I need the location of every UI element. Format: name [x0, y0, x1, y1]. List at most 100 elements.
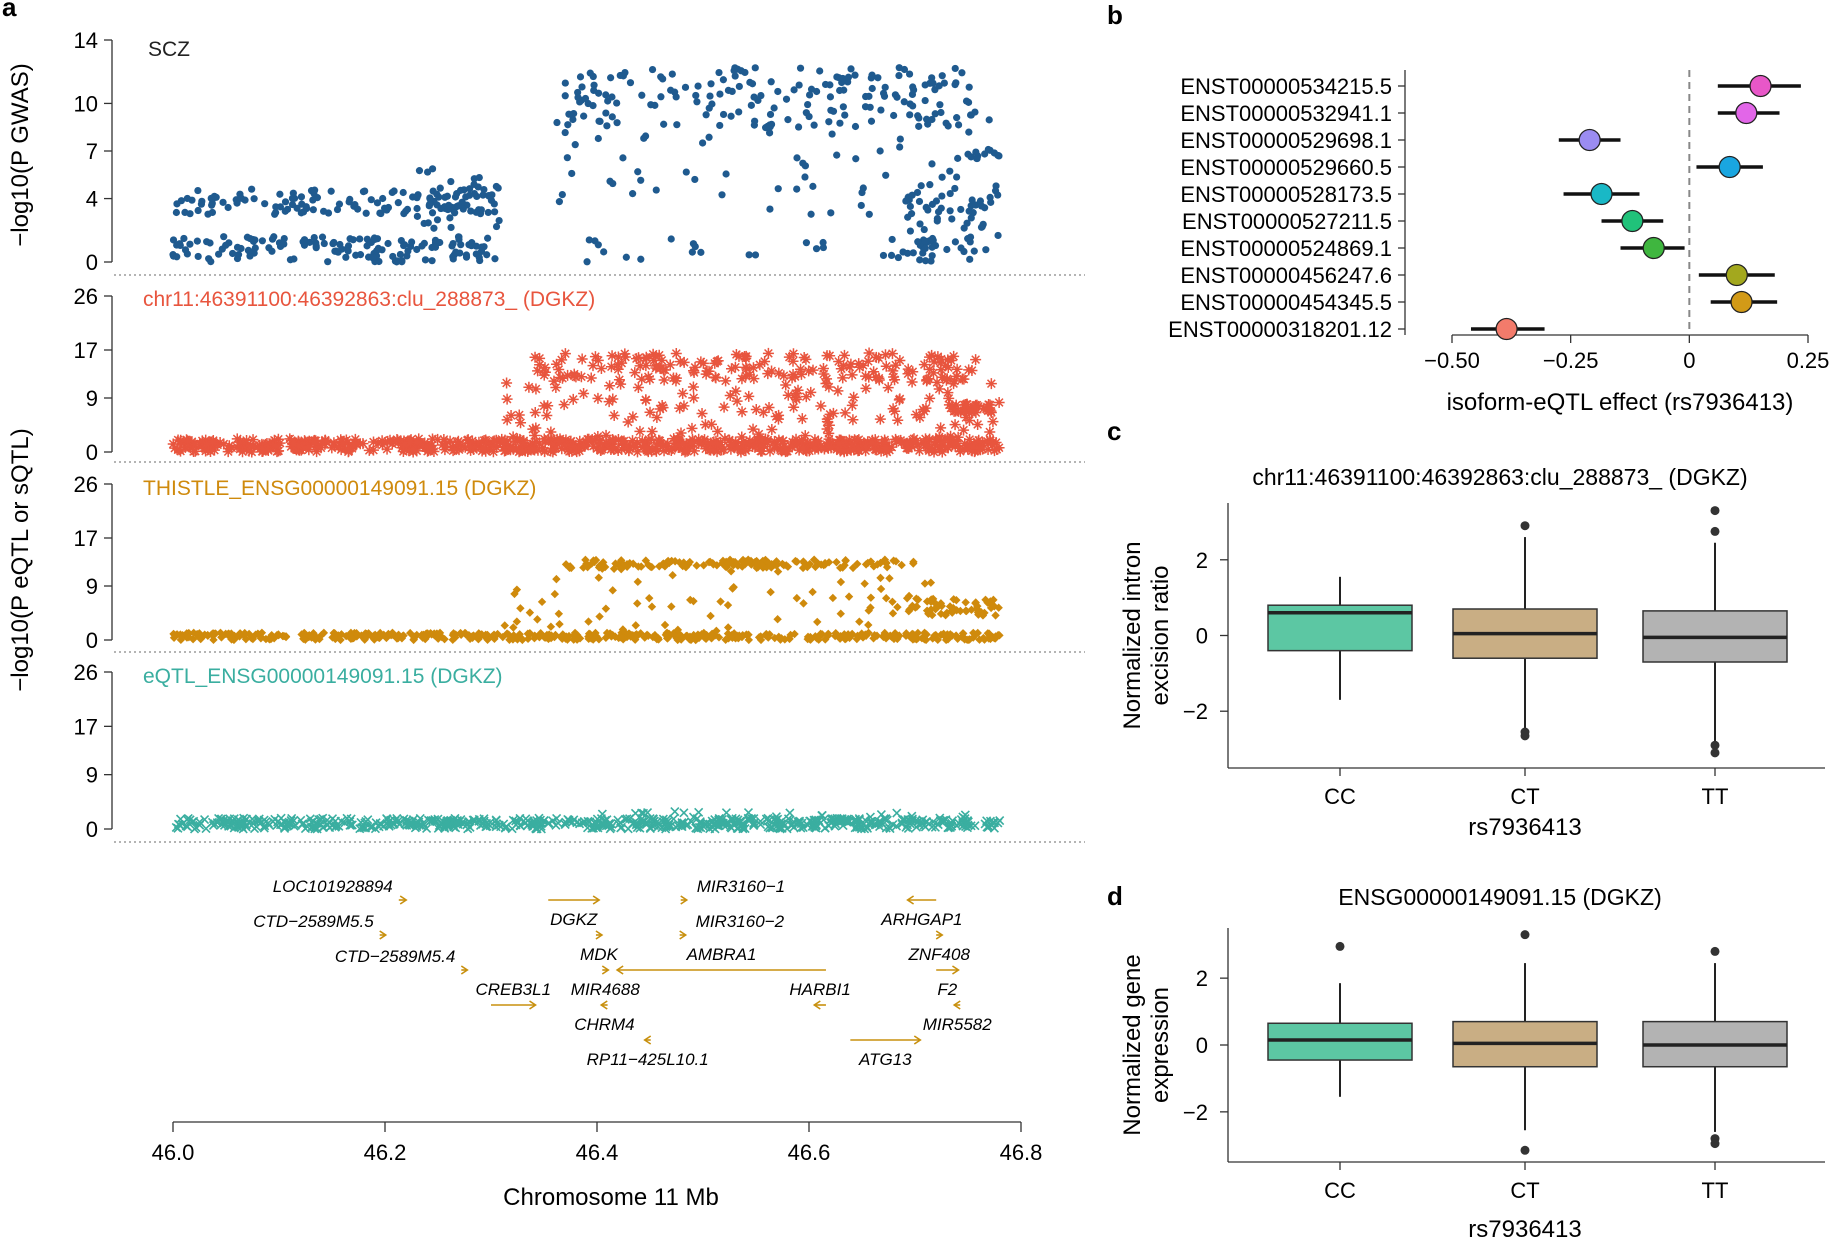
- data-point: [879, 349, 891, 361]
- data-point: [393, 258, 401, 266]
- data-point: [987, 416, 999, 428]
- data-point: [902, 442, 914, 454]
- data-point: [467, 207, 475, 215]
- data-point: [938, 72, 946, 80]
- data-point: [762, 347, 774, 359]
- data-point: [570, 110, 578, 118]
- data-point: [491, 208, 499, 216]
- data-point: [795, 81, 803, 89]
- box-CT: CT: [1452, 521, 1598, 809]
- data-point: [555, 198, 563, 206]
- data-point: [723, 629, 733, 638]
- data-point: [384, 239, 392, 248]
- data-point: [714, 633, 724, 642]
- data-point: [756, 635, 766, 645]
- data-point: [854, 361, 866, 373]
- data-point: [807, 210, 815, 218]
- data-point: [567, 817, 577, 827]
- data-point: [860, 579, 869, 588]
- data-point: [619, 351, 631, 363]
- a-y-axis-title-gwas: −log10(P GWAS): [7, 63, 34, 246]
- data-point: [633, 577, 643, 587]
- data-point: [186, 210, 194, 218]
- data-point: [656, 400, 668, 412]
- data-point: [415, 167, 424, 175]
- data-point: [611, 559, 620, 568]
- a-x-tick-label: 46.2: [364, 1140, 407, 1165]
- data-point: [909, 557, 918, 567]
- data-point: [251, 244, 259, 252]
- data-point: [790, 393, 802, 405]
- data-point: [886, 348, 898, 360]
- effect-point: [1730, 290, 1753, 314]
- data-point: [411, 445, 423, 457]
- data-point: [346, 235, 354, 243]
- data-point: [882, 562, 892, 572]
- data-point: [413, 212, 422, 220]
- data-point: [248, 634, 258, 644]
- gene-label: CHRM4: [574, 1015, 634, 1034]
- data-point: [595, 612, 604, 621]
- data-point: [824, 558, 834, 567]
- gene-strand-arrow: [529, 1000, 537, 1010]
- data-point: [572, 443, 584, 455]
- data-point: [787, 355, 799, 367]
- data-point: [686, 817, 697, 827]
- data-point: [691, 635, 700, 645]
- data-point: [513, 635, 522, 644]
- data-point: [751, 117, 759, 125]
- data-point: [706, 418, 718, 430]
- data-point: [711, 446, 723, 458]
- gene-strand-arrow: [906, 895, 915, 905]
- data-point: [860, 370, 872, 382]
- data-point: [215, 250, 223, 258]
- data-point: [443, 192, 451, 200]
- data-point: [685, 557, 694, 567]
- data-point: [550, 358, 562, 370]
- data-point: [597, 809, 607, 819]
- data-point: [970, 247, 978, 255]
- data-point: [968, 196, 976, 204]
- box-y-tick-label: −2: [1183, 699, 1208, 724]
- data-point: [707, 80, 715, 88]
- data-point: [823, 437, 835, 449]
- data-point: [660, 120, 668, 128]
- data-point: [604, 818, 614, 829]
- data-point: [491, 255, 499, 263]
- data-point: [943, 630, 952, 639]
- data-point: [433, 190, 441, 198]
- data-point: [868, 366, 880, 378]
- data-point: [632, 630, 641, 639]
- data-point: [534, 352, 546, 364]
- data-point: [862, 355, 874, 367]
- data-point: [810, 121, 818, 129]
- data-point: [212, 439, 224, 451]
- data-point: [832, 441, 844, 453]
- data-point: [889, 405, 901, 417]
- data-point: [889, 556, 898, 565]
- data-point: [630, 353, 642, 365]
- data-point: [203, 438, 215, 450]
- data-point: [972, 418, 984, 430]
- data-point: [241, 434, 253, 446]
- data-point: [721, 635, 730, 644]
- gene-strand-arrow: [913, 1035, 922, 1045]
- data-point: [772, 413, 784, 425]
- data-point: [935, 364, 947, 376]
- data-point: [539, 362, 551, 374]
- data-point: [917, 182, 925, 190]
- data-point: [494, 820, 504, 830]
- data-point: [637, 441, 649, 453]
- data-point: [958, 632, 967, 641]
- data-point: [220, 233, 228, 241]
- data-point: [340, 818, 350, 828]
- a-x-axis-title: Chromosome 11 Mb: [503, 1184, 719, 1211]
- track-y-tick-label: 9: [86, 574, 98, 599]
- data-point: [857, 359, 869, 371]
- data-point: [946, 189, 954, 198]
- outlier-point: [1710, 506, 1720, 516]
- data-point: [222, 442, 234, 454]
- data-point: [603, 122, 611, 130]
- data-point: [759, 433, 771, 445]
- data-point: [523, 634, 533, 644]
